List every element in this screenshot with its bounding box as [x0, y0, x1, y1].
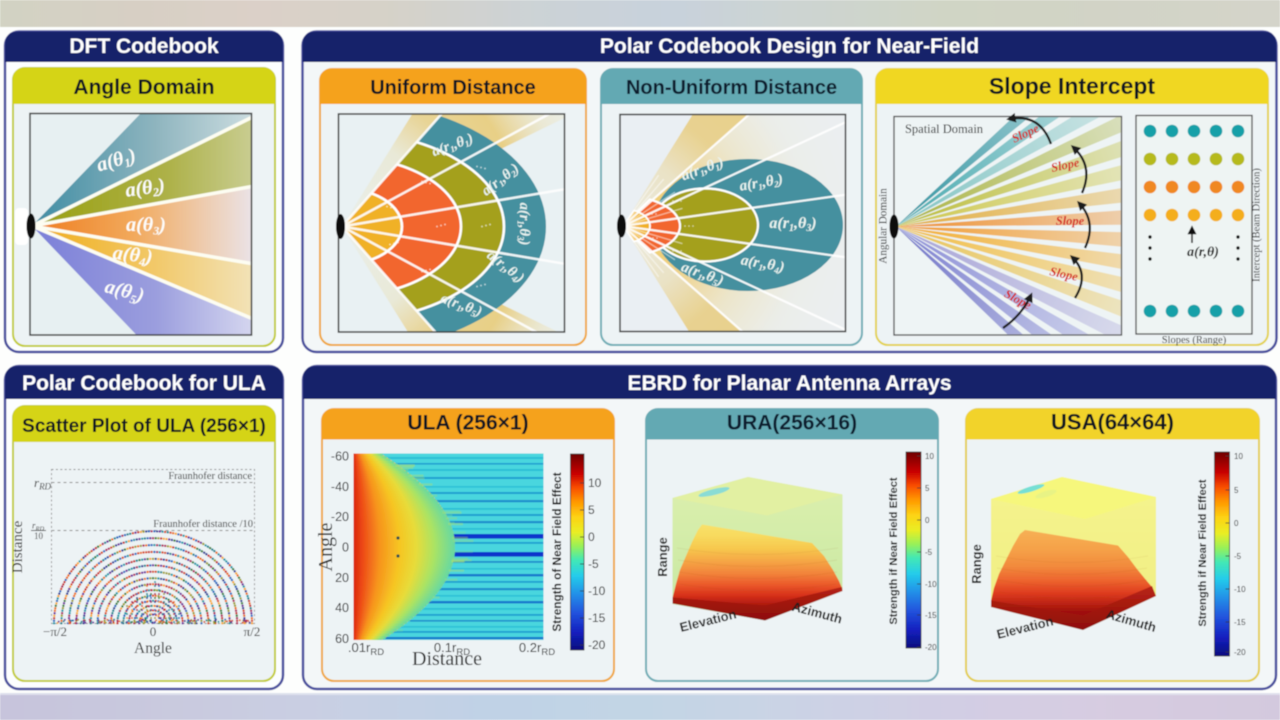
svg-text:-20: -20 — [925, 643, 937, 652]
svg-text:DFT Codebook: DFT Codebook — [69, 35, 219, 58]
svg-text:USA(64×64): USA(64×64) — [1051, 410, 1174, 435]
svg-text:20: 20 — [335, 571, 349, 585]
svg-text:-60: -60 — [331, 450, 349, 464]
svg-text:π/2: π/2 — [244, 624, 261, 639]
svg-text:10: 10 — [925, 452, 934, 461]
svg-text:Angular Domain: Angular Domain — [878, 188, 890, 264]
svg-text:rRD: rRD — [32, 521, 44, 533]
svg-text:Polar Codebook for ULA: Polar Codebook for ULA — [22, 372, 266, 395]
svg-text:10: 10 — [588, 476, 602, 490]
svg-text:Fraunhofer distance: Fraunhofer distance — [168, 471, 252, 482]
svg-text:a(r,θ): a(r,θ) — [1187, 245, 1219, 260]
svg-text:-20: -20 — [331, 510, 349, 524]
svg-text:EBRD for Planar Antenna Arrays: EBRD for Planar Antenna Arrays — [627, 372, 951, 395]
svg-text:10: 10 — [34, 531, 44, 541]
svg-text:a(r1,θ3): a(r1,θ3) — [515, 203, 532, 246]
svg-text:a(θ2): a(θ2) — [124, 174, 167, 203]
svg-text:a(r1,θ2): a(r1,θ2) — [738, 171, 784, 195]
svg-text:-15: -15 — [1234, 618, 1246, 627]
svg-text:a(r1,θ3): a(r1,θ3) — [769, 215, 816, 234]
svg-text:Range: Range — [655, 537, 670, 577]
svg-text:Uniform Distance: Uniform Distance — [370, 77, 536, 99]
svg-text:-20: -20 — [588, 638, 606, 652]
svg-text:0: 0 — [342, 541, 349, 555]
svg-text:a(r1,θ4): a(r1,θ4) — [483, 247, 527, 286]
svg-text:Slope: Slope — [1050, 155, 1081, 175]
svg-text:5: 5 — [925, 484, 930, 493]
svg-text:5: 5 — [588, 503, 595, 517]
svg-text:0: 0 — [588, 530, 595, 544]
svg-text:Range: Range — [969, 544, 984, 584]
svg-text:Angle Domain: Angle Domain — [73, 76, 214, 99]
svg-text:Polar Codebook Design for Near: Polar Codebook Design for Near-Field — [600, 35, 979, 58]
svg-text:Spatial Domain: Spatial Domain — [905, 122, 984, 136]
svg-text:-15: -15 — [588, 611, 606, 625]
svg-text:-10: -10 — [588, 584, 606, 598]
svg-text:Slope Intercept: Slope Intercept — [989, 73, 1155, 99]
svg-text:-15: -15 — [925, 611, 937, 620]
svg-text:Scatter Plot of ULA (256×1): Scatter Plot of ULA (256×1) — [22, 416, 266, 437]
svg-text:-20: -20 — [1234, 648, 1246, 657]
svg-text:ULA (256×1): ULA (256×1) — [407, 412, 528, 435]
svg-text:−π/2: −π/2 — [43, 624, 67, 639]
svg-text:a(θ3): a(θ3) — [126, 214, 166, 238]
svg-text:-10: -10 — [925, 580, 937, 589]
svg-text:-10: -10 — [1234, 585, 1246, 594]
svg-text:0: 0 — [1234, 519, 1239, 528]
svg-text:Distance: Distance — [10, 520, 26, 573]
svg-text:Slope: Slope — [1056, 214, 1085, 228]
svg-text:60: 60 — [335, 632, 349, 646]
svg-text:5: 5 — [1234, 486, 1239, 495]
svg-text:40: 40 — [335, 601, 349, 615]
svg-text:Fraunhofer distance /10: Fraunhofer distance /10 — [153, 519, 253, 530]
svg-text:Strength of Near Field Effect: Strength of Near Field Effect — [550, 472, 564, 631]
svg-text:Angle: Angle — [315, 522, 337, 571]
svg-text:a(θ4): a(θ4) — [111, 242, 153, 270]
svg-text:a(r1,θ5): a(r1,θ5) — [438, 290, 484, 320]
svg-text:10: 10 — [1234, 452, 1243, 461]
svg-text:a(r1,θ1): a(r1,θ1) — [430, 130, 476, 160]
svg-text:0: 0 — [150, 624, 157, 639]
svg-text:Strength if Near Field Effect: Strength if Near Field Effect — [1197, 479, 1209, 627]
svg-text:0: 0 — [925, 516, 930, 525]
svg-text:-5: -5 — [925, 548, 933, 557]
svg-text:Non-Uniform Distance: Non-Uniform Distance — [626, 77, 837, 99]
svg-text:Slope: Slope — [1048, 264, 1079, 284]
svg-text:Slopes (Range): Slopes (Range) — [1162, 335, 1227, 346]
svg-text:URA(256×16): URA(256×16) — [727, 412, 857, 435]
svg-text:Angle: Angle — [134, 640, 172, 657]
svg-text:-5: -5 — [588, 557, 599, 571]
svg-text:-40: -40 — [331, 480, 349, 494]
svg-text:Intercept (Beam Direction): Intercept (Beam Direction) — [1252, 168, 1263, 282]
svg-text:-5: -5 — [1234, 552, 1242, 561]
svg-text:Distance: Distance — [412, 648, 482, 670]
svg-text:a(r1,θ4): a(r1,θ4) — [740, 252, 786, 276]
svg-text:Strength if Near Field Effect: Strength if Near Field Effect — [888, 477, 900, 625]
